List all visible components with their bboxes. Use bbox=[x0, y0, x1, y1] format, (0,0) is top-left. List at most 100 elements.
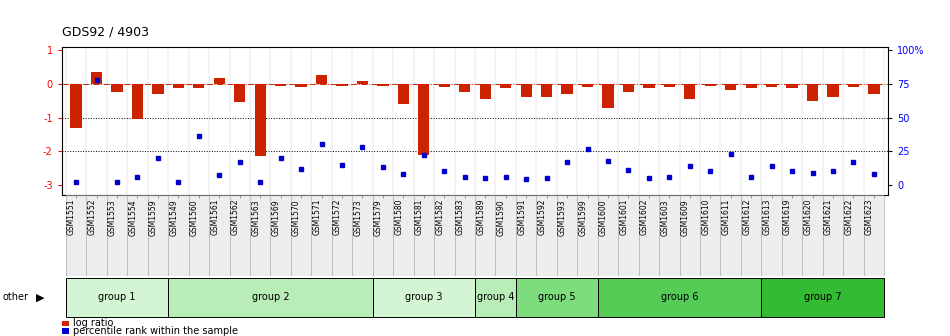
Bar bbox=[372, 278, 475, 317]
Bar bbox=[193, 84, 204, 88]
Text: GSM1620: GSM1620 bbox=[804, 199, 812, 236]
Bar bbox=[766, 84, 777, 87]
Text: group 2: group 2 bbox=[252, 292, 289, 302]
Bar bbox=[705, 84, 716, 86]
Bar bbox=[62, 321, 69, 326]
Text: GSM1613: GSM1613 bbox=[763, 199, 771, 236]
Bar bbox=[746, 84, 757, 88]
Bar bbox=[70, 84, 82, 128]
Bar bbox=[275, 84, 286, 86]
Bar bbox=[679, 195, 700, 276]
Text: GSM1554: GSM1554 bbox=[128, 199, 138, 236]
Text: other: other bbox=[3, 292, 28, 302]
Bar bbox=[618, 195, 638, 276]
Bar bbox=[291, 195, 312, 276]
Bar bbox=[214, 78, 225, 84]
Text: group 6: group 6 bbox=[661, 292, 698, 302]
Text: GSM1580: GSM1580 bbox=[394, 199, 404, 236]
Text: group 7: group 7 bbox=[804, 292, 842, 302]
Bar bbox=[434, 195, 454, 276]
Text: GSM1619: GSM1619 bbox=[783, 199, 792, 236]
Bar bbox=[787, 84, 798, 88]
Bar bbox=[132, 84, 143, 119]
Bar bbox=[295, 84, 307, 87]
Text: GSM1559: GSM1559 bbox=[149, 199, 158, 236]
Bar bbox=[377, 84, 389, 86]
Text: GSM1579: GSM1579 bbox=[374, 199, 383, 236]
Text: GSM1602: GSM1602 bbox=[640, 199, 649, 236]
Bar bbox=[516, 195, 537, 276]
Bar bbox=[844, 195, 864, 276]
Bar bbox=[582, 84, 593, 87]
Bar bbox=[91, 72, 103, 84]
Text: GSM1582: GSM1582 bbox=[435, 199, 445, 235]
Bar bbox=[168, 195, 189, 276]
Bar bbox=[638, 195, 659, 276]
Bar bbox=[684, 84, 695, 99]
Bar bbox=[312, 195, 332, 276]
Text: GSM1571: GSM1571 bbox=[313, 199, 321, 236]
Text: GDS92 / 4903: GDS92 / 4903 bbox=[62, 25, 149, 38]
Bar bbox=[439, 84, 450, 87]
Bar bbox=[500, 84, 511, 88]
Text: GSM1621: GSM1621 bbox=[824, 199, 833, 235]
Bar bbox=[480, 84, 491, 99]
Bar bbox=[664, 84, 675, 87]
Text: ▶: ▶ bbox=[36, 292, 45, 302]
Bar bbox=[106, 195, 127, 276]
Bar bbox=[864, 195, 884, 276]
Bar bbox=[152, 84, 163, 94]
Bar bbox=[66, 278, 168, 317]
Bar bbox=[147, 195, 168, 276]
Text: GSM1562: GSM1562 bbox=[231, 199, 239, 236]
Bar bbox=[541, 84, 552, 97]
Text: GSM1563: GSM1563 bbox=[251, 199, 260, 236]
Bar bbox=[173, 84, 184, 88]
Bar bbox=[725, 84, 736, 90]
Text: GSM1573: GSM1573 bbox=[353, 199, 363, 236]
Bar bbox=[62, 328, 69, 334]
Bar bbox=[823, 195, 844, 276]
Bar bbox=[741, 195, 761, 276]
Bar bbox=[393, 195, 413, 276]
Bar bbox=[761, 278, 884, 317]
Bar bbox=[623, 84, 634, 92]
Bar bbox=[189, 195, 209, 276]
Bar bbox=[561, 84, 573, 94]
Bar bbox=[803, 195, 823, 276]
Text: GSM1599: GSM1599 bbox=[579, 199, 587, 236]
Text: GSM1592: GSM1592 bbox=[538, 199, 546, 236]
Bar bbox=[66, 195, 86, 276]
Text: group 5: group 5 bbox=[538, 292, 576, 302]
Bar bbox=[86, 195, 106, 276]
Text: GSM1583: GSM1583 bbox=[456, 199, 465, 236]
Text: group 3: group 3 bbox=[405, 292, 443, 302]
Bar bbox=[475, 278, 516, 317]
Bar bbox=[598, 195, 618, 276]
Text: GSM1572: GSM1572 bbox=[333, 199, 342, 236]
Bar bbox=[807, 84, 818, 101]
Bar bbox=[234, 84, 245, 102]
Bar bbox=[761, 195, 782, 276]
Text: GSM1623: GSM1623 bbox=[864, 199, 874, 236]
Bar bbox=[357, 81, 368, 84]
Text: GSM1591: GSM1591 bbox=[517, 199, 526, 236]
Text: GSM1593: GSM1593 bbox=[558, 199, 567, 236]
Text: group 1: group 1 bbox=[98, 292, 136, 302]
Bar bbox=[230, 195, 250, 276]
Bar bbox=[847, 84, 859, 87]
Bar bbox=[521, 84, 532, 97]
Bar bbox=[168, 278, 372, 317]
Bar bbox=[127, 195, 147, 276]
Bar bbox=[598, 278, 761, 317]
Text: GSM1590: GSM1590 bbox=[497, 199, 505, 236]
Text: GSM1569: GSM1569 bbox=[272, 199, 280, 236]
Text: GSM1611: GSM1611 bbox=[722, 199, 731, 235]
Text: GSM1622: GSM1622 bbox=[845, 199, 853, 235]
Text: GSM1552: GSM1552 bbox=[87, 199, 97, 236]
Text: GSM1551: GSM1551 bbox=[67, 199, 76, 236]
Bar bbox=[352, 195, 372, 276]
Bar bbox=[659, 195, 679, 276]
Bar bbox=[111, 84, 123, 92]
Text: group 4: group 4 bbox=[477, 292, 514, 302]
